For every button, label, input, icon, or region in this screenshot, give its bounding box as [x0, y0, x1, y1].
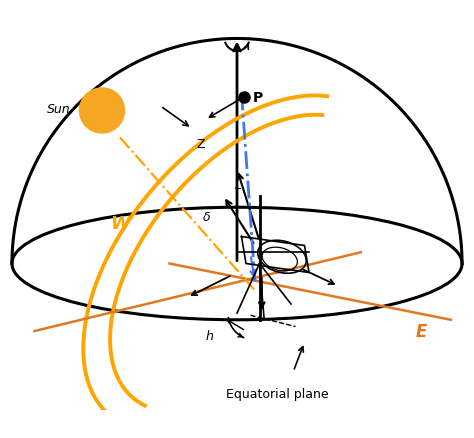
Text: Equatorial plane: Equatorial plane [226, 387, 329, 400]
Text: Z: Z [197, 138, 205, 151]
Text: P: P [253, 91, 263, 105]
Circle shape [80, 89, 125, 134]
Text: W: W [110, 215, 130, 233]
Text: Sun: Sun [47, 102, 71, 116]
Text: h: h [206, 329, 214, 342]
Text: δ: δ [202, 211, 210, 223]
Text: L: L [235, 179, 241, 192]
Text: E: E [416, 322, 427, 340]
